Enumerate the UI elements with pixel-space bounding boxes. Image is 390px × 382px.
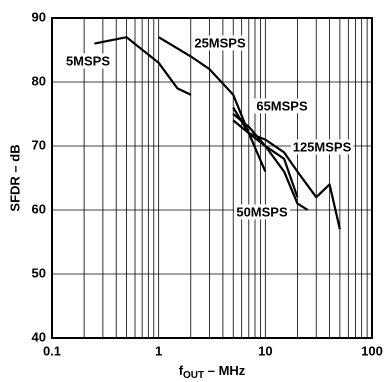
x-tick-label: 100 xyxy=(361,343,383,358)
y-tick-label: 80 xyxy=(32,73,46,88)
x-axis-title: fOUT – MHz xyxy=(179,363,246,380)
series-label-bg xyxy=(254,98,310,114)
series-label: 25MSPS xyxy=(194,35,246,50)
x-axis-title-sub: OUT xyxy=(183,370,204,381)
series-label-bg xyxy=(234,204,290,220)
x-tick-label: 10 xyxy=(258,343,272,358)
series-label: 125MSPS xyxy=(293,139,352,154)
series-line xyxy=(158,36,267,173)
series-label: 5MSPS xyxy=(66,53,110,68)
series-label-bg xyxy=(192,35,248,51)
series-line xyxy=(232,107,309,211)
series-label-bg xyxy=(63,53,113,69)
x-axis-title-rest: – MHz xyxy=(204,363,246,378)
y-axis-title: SFDR – dB xyxy=(7,144,22,211)
x-tick-label: 0.1 xyxy=(43,343,61,358)
series-label-bg xyxy=(290,139,354,155)
y-tick-label: 70 xyxy=(32,137,46,152)
y-tick-label: 60 xyxy=(32,201,46,216)
y-tick-label: 50 xyxy=(32,265,46,280)
series-label: 65MSPS xyxy=(256,98,308,113)
y-tick-label: 40 xyxy=(32,329,46,344)
series-line xyxy=(94,36,192,96)
series-label: 50MSPS xyxy=(236,204,288,219)
y-tick-label: 90 xyxy=(32,9,46,24)
x-axis-title-main: f xyxy=(179,363,184,378)
plot-frame xyxy=(51,17,373,339)
x-tick-label: 1 xyxy=(155,343,162,358)
